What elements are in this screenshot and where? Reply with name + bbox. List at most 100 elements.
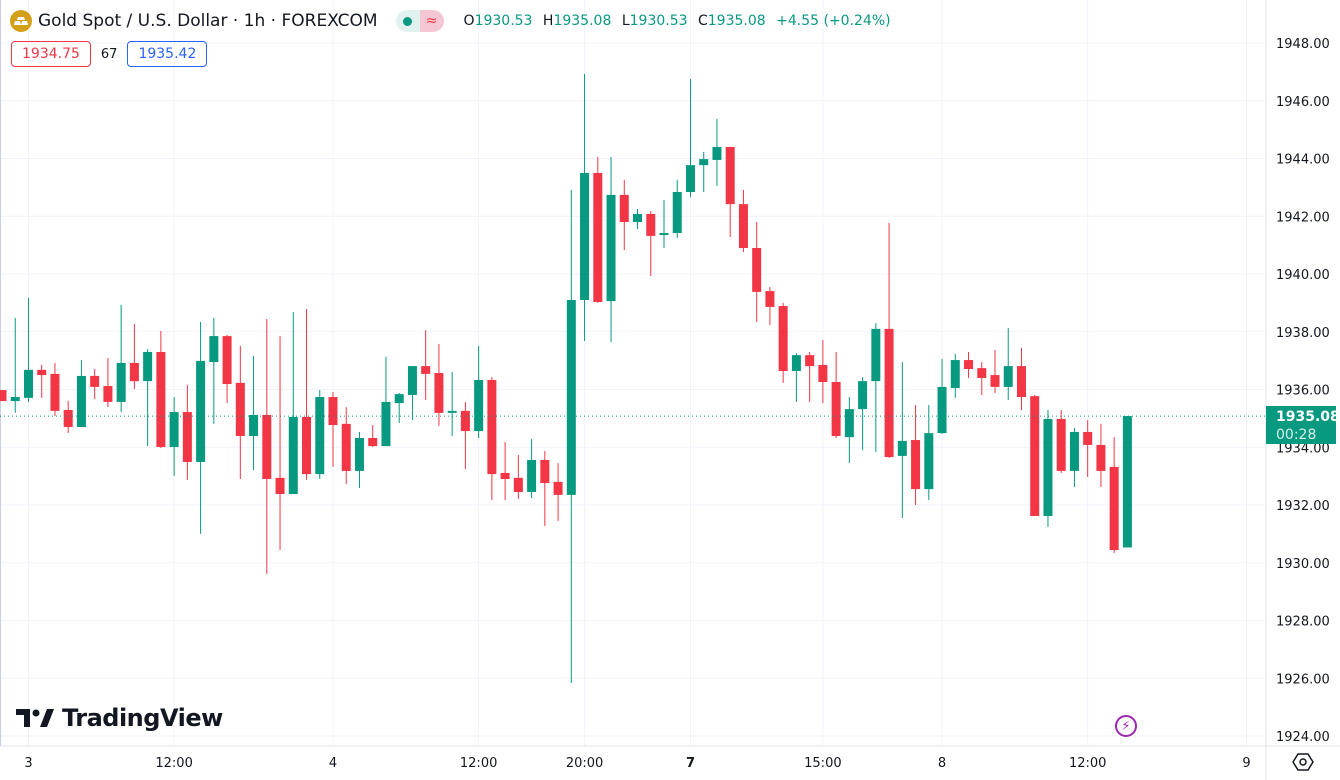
candle-body-down [50, 373, 60, 411]
candle-body-down [222, 336, 232, 385]
candle-body-down [831, 381, 841, 436]
candle-body-up [699, 159, 709, 166]
delayed-data-icon[interactable]: ≈ [419, 10, 444, 32]
candle-body-down [90, 375, 100, 387]
candle-body-down [487, 379, 497, 475]
candle-body-up [10, 397, 20, 402]
status-pills[interactable]: ≈ [395, 10, 444, 32]
candle-body-up [1122, 416, 1132, 548]
candle-body-down [328, 397, 338, 426]
candle-body-down [725, 146, 735, 205]
candle-body-down [1109, 466, 1119, 551]
spread-value: 67 [100, 46, 118, 62]
settings-hex-icon[interactable] [1292, 752, 1314, 772]
y-tick-label: 1930.00 [1276, 557, 1330, 572]
candle-body-down [103, 386, 113, 402]
candle-body-down [1016, 366, 1026, 398]
candle-body-up [858, 381, 868, 410]
market-open-icon[interactable] [395, 10, 420, 32]
bid-ask-row: 1934.75 67 1935.42 [11, 41, 208, 67]
candle-body-down [156, 351, 166, 447]
candle-body-up [315, 397, 325, 475]
y-tick-label: 1942.00 [1276, 210, 1330, 225]
sell-button[interactable]: 1934.75 [11, 41, 91, 67]
candle-body-down [0, 390, 7, 402]
candle-body-up [527, 459, 537, 493]
candle-body-up [659, 232, 669, 236]
y-tick-label: 1934.00 [1276, 441, 1330, 456]
candle-body-down [368, 438, 378, 447]
candle-body-up [580, 172, 590, 300]
y-tick-label: 1938.00 [1276, 326, 1330, 341]
candle-body-down [884, 328, 894, 458]
y-tick-label: 1936.00 [1276, 384, 1330, 399]
candle-body-up [394, 394, 404, 404]
y-tick-label: 1924.00 [1276, 730, 1330, 745]
candle-body-down [302, 416, 312, 475]
x-tick-label: 9 [1242, 756, 1250, 771]
candle-body-down [434, 373, 444, 413]
candle-body-up [447, 410, 457, 413]
candle-body-up [407, 366, 417, 395]
candle-body-up [288, 416, 298, 495]
open-value: 1930.53 [474, 13, 533, 29]
symbol-title[interactable]: Gold Spot / U.S. Dollar · 1h · FOREXCOM [38, 11, 378, 31]
close-value: 1935.08 [707, 13, 766, 29]
candle-body-down [500, 472, 510, 480]
x-tick-label: 8 [938, 756, 946, 771]
candle-body-down [553, 481, 563, 495]
high-label: H [542, 13, 554, 29]
x-tick-label: 12:00 [155, 756, 192, 771]
y-tick-label: 1948.00 [1276, 37, 1330, 52]
candle-body-down [977, 368, 987, 378]
candle-body-down [1083, 431, 1093, 445]
candle-body-down [964, 360, 974, 369]
open-label: O [463, 13, 475, 29]
y-tick-label: 1932.00 [1276, 499, 1330, 514]
lightning-icon[interactable]: ⚡ [1115, 715, 1137, 737]
candle-body-down [911, 440, 921, 490]
candle-body-down [460, 410, 470, 432]
candle-body-up [897, 440, 907, 456]
candle-body-up [23, 369, 33, 398]
x-tick-label: 7 [686, 756, 695, 771]
candle-body-down [1096, 444, 1106, 471]
y-tick-label: 1928.00 [1276, 615, 1330, 630]
tradingview-logo[interactable]: TradingView [16, 704, 223, 732]
candle-body-up [1069, 431, 1079, 471]
bar-countdown: 00:28 [1276, 427, 1317, 443]
candle-body-up [871, 328, 881, 382]
x-tick-label: 3 [24, 756, 32, 771]
x-tick-label: 12:00 [1069, 756, 1106, 771]
candle-body-up [474, 379, 484, 432]
candle-body-up [1043, 418, 1053, 516]
candle-body-up [791, 355, 801, 372]
candle-body-down [752, 248, 762, 292]
candle-body-up [76, 375, 86, 428]
buy-button[interactable]: 1935.42 [127, 41, 208, 67]
candle-body-down [765, 291, 775, 307]
candle-body-down [540, 459, 550, 484]
y-tick-label: 1946.00 [1276, 95, 1330, 110]
candle-body-up [143, 351, 153, 382]
candle-body-up [937, 386, 947, 434]
candle-body-up [381, 401, 391, 447]
candle-body-up [1003, 366, 1013, 387]
last-price-label: 1935.08 00:28 [1266, 406, 1340, 444]
change-value: +4.55 (+0.24%) [776, 13, 891, 29]
x-tick-label: 15:00 [804, 756, 841, 771]
y-tick-label: 1940.00 [1276, 268, 1330, 283]
candle-body-down [129, 362, 139, 382]
candle-body-down [37, 369, 47, 376]
candle-body-down [818, 364, 828, 382]
candle-body-down [262, 414, 272, 480]
candle-body-down [738, 204, 748, 249]
x-tick-label: 12:00 [460, 756, 497, 771]
candle-body-down [778, 306, 788, 372]
candle-body-down [63, 410, 73, 428]
ohlc-values: O1930.53 H1935.08 L1930.53 C1935.08 +4.5… [464, 13, 891, 29]
tradingview-mark-icon [16, 709, 54, 727]
last-price-value: 1935.08 [1276, 409, 1340, 425]
candle-body-up [672, 191, 682, 233]
